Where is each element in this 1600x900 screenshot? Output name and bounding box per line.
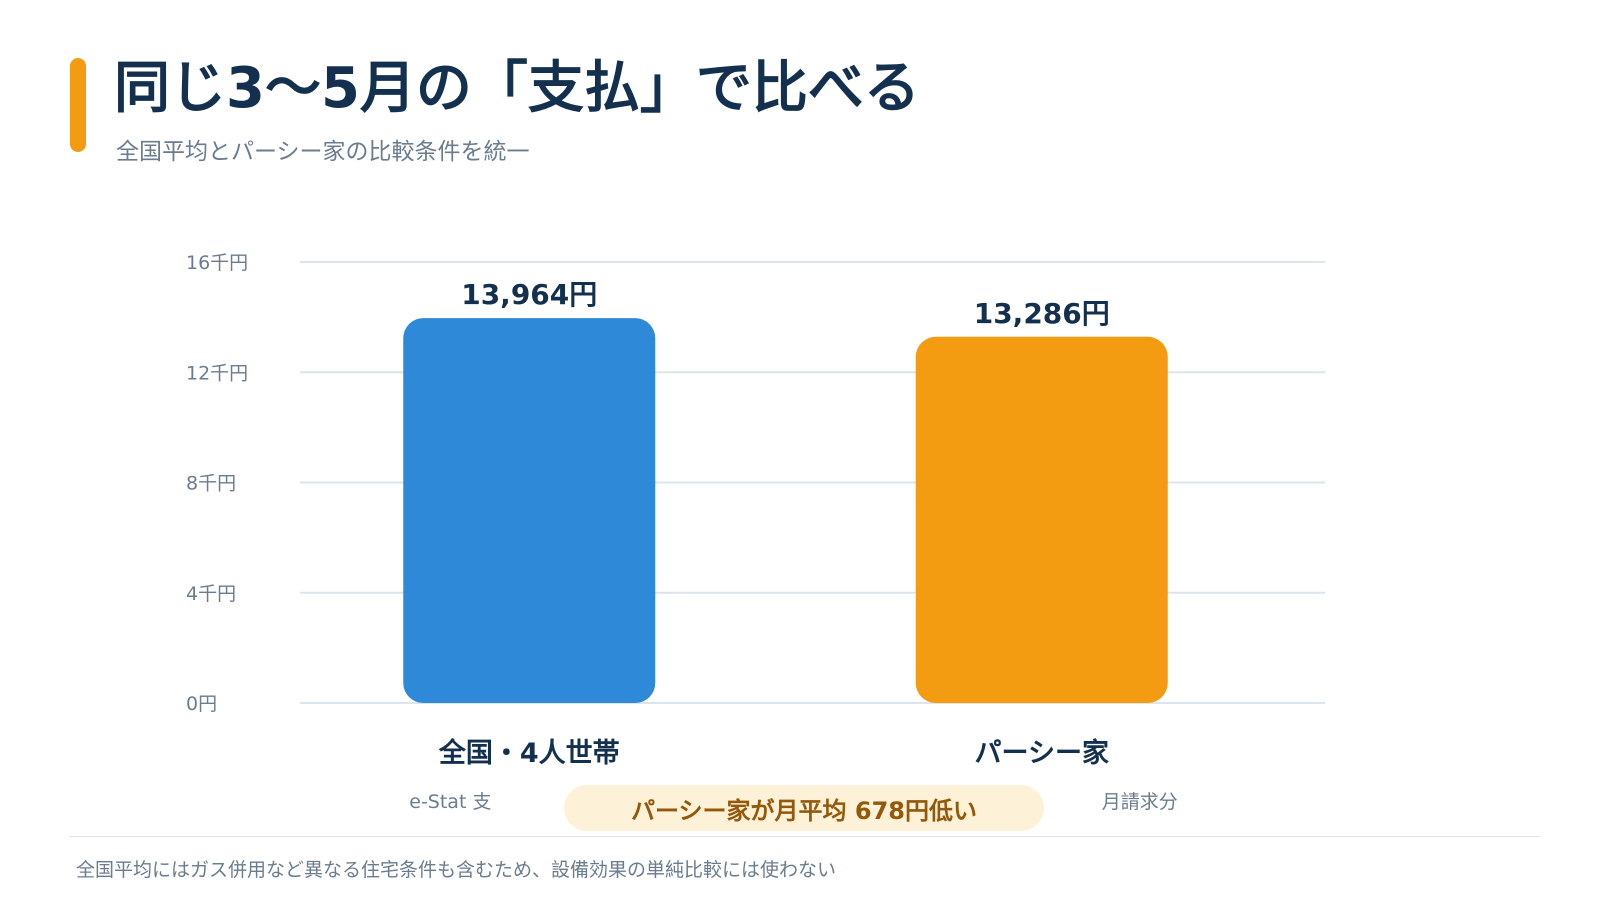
x-category-sublabel: e-Stat 支 xyxy=(409,791,491,813)
footnote: 全国平均にはガス併用など異なる住宅条件も含むため、設備効果の単純比較には使わない xyxy=(76,859,837,881)
bar-value-label: 13,964円 xyxy=(461,278,597,311)
x-category-label: パーシー家 xyxy=(975,737,1109,769)
y-tick-label: 16千円 xyxy=(186,252,248,274)
bars xyxy=(403,318,1168,703)
difference-callout: パーシー家が月平均 678円低い xyxy=(564,785,1044,831)
y-tick-label: 8千円 xyxy=(186,473,236,495)
y-axis-ticks: 0円 4千円 8千円 12千円 16千円 xyxy=(186,252,248,715)
y-tick-label: 4千円 xyxy=(186,583,236,605)
bar xyxy=(403,318,656,703)
bar-value-label: 13,286円 xyxy=(974,297,1110,330)
x-category-sublabel: 月請求分 xyxy=(1102,791,1178,813)
title-accent-bar xyxy=(70,58,86,152)
y-tick-label: 0円 xyxy=(186,693,217,715)
footer-divider xyxy=(70,836,1540,837)
bar xyxy=(915,336,1168,703)
y-tick-label: 12千円 xyxy=(186,362,248,384)
page-title: 同じ3〜5月の「支払」で比べる xyxy=(114,56,920,121)
page-subtitle: 全国平均とパーシー家の比較条件を統一 xyxy=(116,139,530,165)
x-category-label: 全国・4人世帯 xyxy=(438,737,620,769)
